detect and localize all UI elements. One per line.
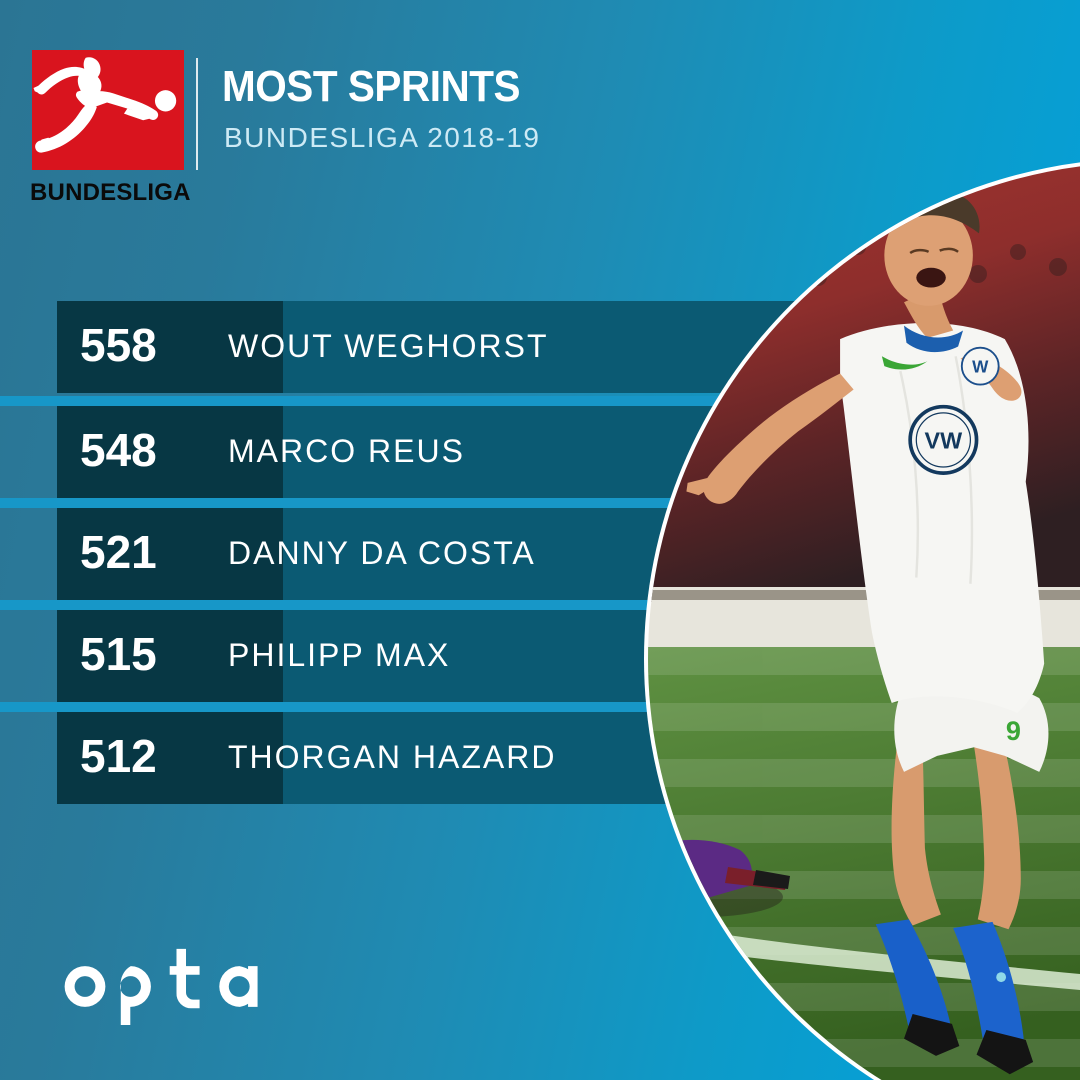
svg-text:9: 9 [1006,716,1021,746]
svg-text:W: W [972,356,989,376]
svg-text:VW: VW [925,428,964,454]
